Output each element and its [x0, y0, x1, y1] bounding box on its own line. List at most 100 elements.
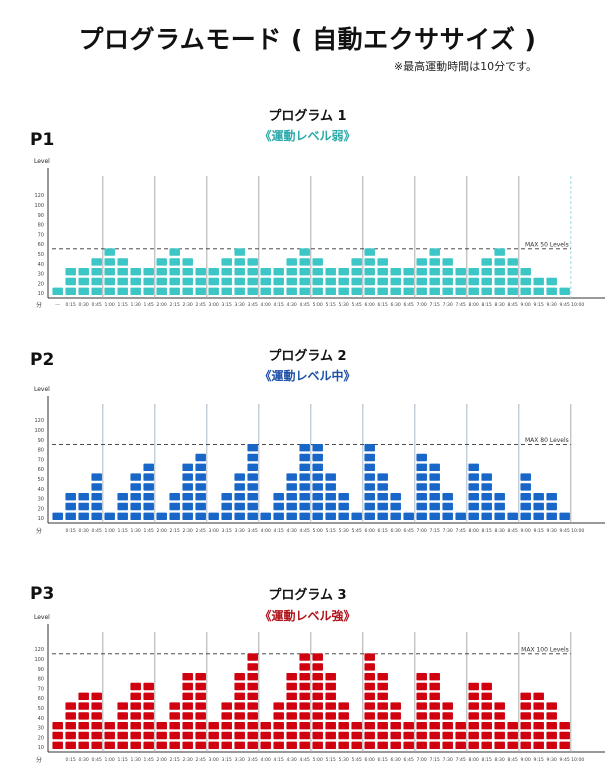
bar-block [169, 268, 180, 276]
bar-block [403, 512, 414, 520]
x-tick-label: 6:00 [365, 757, 375, 763]
bar-block [65, 712, 76, 720]
bar-block [325, 493, 336, 501]
bar-block [208, 512, 219, 520]
x-tick-label: 9:15 [534, 302, 544, 308]
program-2-chart: 10 20 30 40 50 60 70 80 90 100 120 分 MAX 80 Levels 0:… [34, 396, 605, 535]
bar-7:45 [455, 268, 466, 295]
bar-block [377, 731, 388, 740]
bar-block [286, 268, 297, 276]
bar-2:00 [156, 722, 167, 749]
bar-block [117, 722, 128, 730]
y-tick-label: 50 [38, 706, 44, 712]
bar-block [416, 483, 427, 491]
bar-block [325, 702, 336, 710]
x-tick-label: 1:45 [144, 302, 154, 308]
bar-block [520, 493, 531, 501]
bar-block [247, 731, 258, 740]
bar-block [325, 712, 336, 720]
bar-5:15 [325, 268, 336, 295]
bar-block [468, 277, 479, 286]
bar-block [286, 702, 297, 710]
program-3-title: プログラム 3 [268, 588, 347, 603]
bar-block [520, 287, 531, 295]
bar-block [273, 502, 284, 511]
bar-block [130, 502, 141, 511]
bar-block [377, 483, 388, 491]
bar-block [520, 483, 531, 491]
bar-block [312, 277, 323, 286]
x-tick-label: 8:00 [469, 528, 479, 534]
bar-block [247, 673, 258, 681]
bar-block [221, 268, 232, 276]
bar-9:00 [520, 473, 531, 520]
y-tick-label: 100 [34, 428, 44, 434]
bar-block [156, 731, 167, 740]
bar-block [377, 258, 388, 266]
bar-block [130, 692, 141, 700]
bar-block [312, 722, 323, 730]
bar-block [416, 493, 427, 501]
bar-block [195, 473, 206, 481]
bar-block [182, 463, 193, 471]
bar-block [364, 712, 375, 720]
bar-block [273, 741, 284, 749]
y-tick-label: 40 [38, 262, 44, 268]
bar-block [299, 268, 310, 276]
bar-block [117, 702, 128, 710]
x-axis-label: 分 [36, 756, 42, 764]
bar-block [390, 502, 401, 511]
bar-block [312, 258, 323, 266]
y-tick-label: 120 [34, 193, 44, 199]
x-tick-label: 5:30 [339, 528, 349, 534]
bar-3:15 [221, 702, 232, 749]
bar-block [442, 512, 453, 520]
x-tick-label: 7:00 [417, 302, 427, 308]
y-tick-label: 80 [38, 223, 44, 229]
bar-block [442, 731, 453, 740]
x-tick-label: 4:00 [261, 302, 271, 308]
x-tick-label: 0:15 [66, 757, 76, 763]
bar-block [468, 473, 479, 481]
x-tick-label: 5:15 [326, 528, 336, 534]
bar-block [143, 268, 154, 276]
bar-block [182, 277, 193, 286]
bar-block [377, 287, 388, 295]
x-tick-label: --- [55, 303, 60, 308]
bar-block [312, 268, 323, 276]
x-tick-label: 8:15 [482, 528, 492, 534]
bar-block [117, 258, 128, 266]
bar-3:15 [221, 493, 232, 520]
bar-block [325, 722, 336, 730]
bar-block [143, 731, 154, 740]
x-tick-label: 1:15 [118, 302, 128, 308]
bar-8:00 [468, 268, 479, 295]
program-1-subtitle: 《運動レベル弱》 [259, 129, 356, 143]
bar-block [468, 741, 479, 749]
bar-block [143, 692, 154, 700]
bar-block [260, 268, 271, 276]
bar-block [143, 722, 154, 730]
bar-block [468, 692, 479, 700]
bar-block [312, 653, 323, 661]
bar-9:30 [546, 493, 557, 520]
bar-block [143, 502, 154, 511]
bar-block [130, 287, 141, 295]
max-level-label: MAX 50 Levels [525, 241, 569, 248]
bar-block [429, 258, 440, 266]
bar-block [156, 268, 167, 276]
program-2-y-label: Level [34, 386, 50, 393]
bar-block [65, 702, 76, 710]
bar-block [286, 502, 297, 511]
bar-7:15 [429, 248, 440, 295]
bar-9:15 [533, 493, 544, 520]
bar-block [104, 258, 115, 266]
bar-5:15 [325, 473, 336, 520]
bar-block [247, 444, 258, 452]
bar-block [299, 702, 310, 710]
x-tick-label: 2:00 [157, 757, 167, 763]
bar-block [377, 277, 388, 286]
bar-3:15 [221, 258, 232, 295]
bar-block [169, 702, 180, 710]
bar-block [260, 287, 271, 295]
